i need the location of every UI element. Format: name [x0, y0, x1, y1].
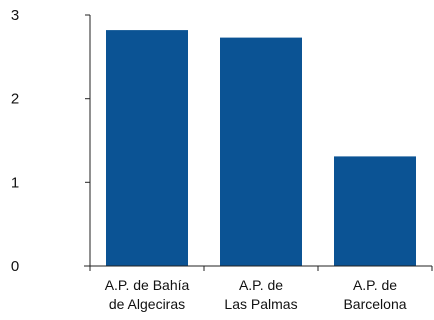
x-category-label: A.P. de Bahía de Algeciras	[105, 277, 190, 312]
axes-group	[84, 15, 433, 271]
bar-1	[106, 30, 188, 266]
x-axis-labels: A.P. de Bahía de Algeciras A.P. de Las Palm…	[105, 277, 407, 312]
y-axis-ticks: 0 1 2 3	[11, 7, 90, 275]
bar-3	[334, 156, 416, 266]
bar-2	[220, 37, 302, 266]
y-tick-label: 2	[11, 91, 19, 108]
y-tick-label: 1	[11, 174, 19, 191]
x-category-label: A.P. de Las Palmas	[224, 277, 297, 312]
y-tick-label: 0	[11, 258, 19, 275]
y-tick-label: 3	[11, 7, 19, 24]
x-category-label: A.P. de Barcelona	[343, 277, 406, 312]
bars-group	[106, 30, 416, 266]
